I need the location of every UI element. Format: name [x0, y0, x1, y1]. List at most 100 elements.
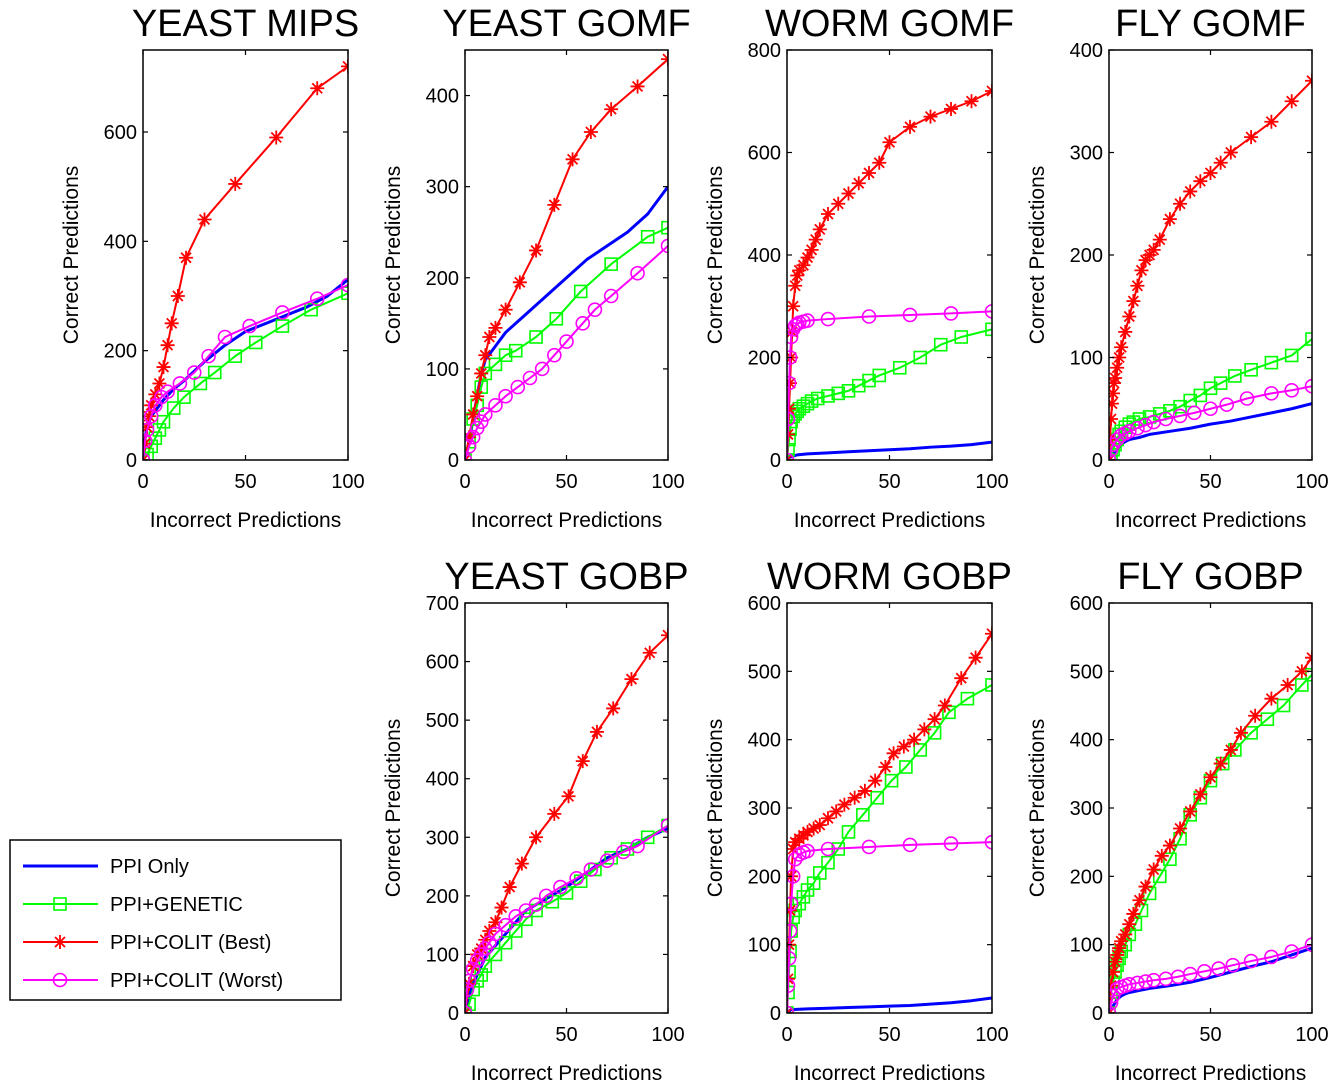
data-point-marker [787, 376, 798, 391]
legend-marker [52, 972, 68, 988]
data-point-marker [172, 376, 188, 391]
data-point-marker [1172, 408, 1188, 424]
y-tick-label: 200 [104, 341, 137, 363]
data-point-marker [465, 982, 475, 997]
series-ppi-colit-worst [1109, 378, 1312, 460]
data-point-marker [156, 360, 171, 375]
data-point-marker [1203, 381, 1218, 396]
x-tick-label: 0 [459, 1024, 470, 1046]
data-point-marker [806, 821, 821, 836]
data-point-marker [872, 368, 887, 383]
data-point-marker [1248, 708, 1263, 723]
y-tick-label: 300 [1070, 143, 1103, 165]
x-tick-label: 50 [234, 471, 256, 493]
data-point-marker [304, 302, 318, 317]
data-point-marker [1122, 309, 1137, 324]
series-line [465, 245, 668, 460]
data-point-marker [152, 376, 167, 391]
series-line [787, 684, 992, 1013]
data-point-marker [856, 808, 870, 822]
data-point-marker [1182, 966, 1198, 982]
data-point-marker [624, 672, 639, 687]
series-ppi-colit-best [1109, 73, 1312, 460]
legend-entry-ppi-colit-best: PPI+COLIT (Best) [23, 932, 271, 954]
y-tick-label: 300 [1070, 798, 1103, 820]
data-point-marker [179, 250, 194, 265]
data-point-marker [800, 313, 815, 328]
data-point-marker [1138, 974, 1153, 989]
data-point-marker [340, 277, 348, 293]
data-point-marker [1122, 423, 1137, 439]
data-point-marker [160, 384, 175, 399]
x-tick-label: 0 [459, 471, 470, 493]
series-line [787, 841, 992, 1013]
y-tick-label: 400 [748, 730, 781, 752]
data-point-marker [193, 376, 208, 391]
data-point-marker [1138, 417, 1153, 433]
data-point-marker [144, 398, 159, 413]
data-point-marker [862, 373, 876, 388]
data-point-marker [465, 961, 481, 977]
series-ppi-colit-worst [787, 304, 992, 460]
data-point-marker [960, 691, 975, 706]
data-point-marker [478, 348, 493, 363]
plot-area [787, 626, 992, 1013]
data-point-marker [1186, 405, 1202, 421]
data-point-marker [573, 284, 588, 299]
x-tick-label: 0 [1103, 1024, 1114, 1046]
subplot-yeast-mips: YEAST MIPS 0 50 100 0 200 400 600 Incorrect Pred… [60, 3, 365, 532]
data-point-marker [968, 650, 983, 665]
data-point-marker [207, 365, 222, 380]
data-point-marker [851, 176, 866, 191]
data-point-marker [620, 842, 635, 856]
x-tick-label: 50 [555, 1024, 577, 1046]
data-point-marker [878, 760, 893, 774]
data-point-marker [1152, 232, 1167, 247]
data-point-marker [269, 130, 284, 145]
data-point-marker [847, 790, 862, 805]
y-axis-label: Correct Predictions [382, 166, 405, 345]
data-point-marker [1264, 949, 1279, 965]
data-point-marker [1244, 130, 1259, 145]
series-line [787, 996, 992, 1013]
data-point-marker [899, 760, 913, 774]
data-point-marker [466, 407, 481, 422]
data-point-marker [796, 258, 811, 273]
data-point-marker [1193, 787, 1208, 802]
y-tick-label: 200 [1070, 245, 1103, 267]
data-point-marker [1280, 678, 1295, 692]
data-point-marker [804, 242, 819, 257]
data-point-marker [1183, 393, 1197, 408]
data-point-marker [821, 811, 835, 826]
data-point-marker [156, 414, 171, 429]
data-point-marker [512, 275, 527, 290]
data-point-marker [1154, 848, 1169, 863]
data-point-marker [821, 389, 835, 403]
data-point-marker [787, 842, 801, 856]
axes-frame [1108, 602, 1313, 1014]
data-point-marker [170, 289, 185, 303]
legend-entry-ppi-colit-worst: PPI+COLIT (Worst) [23, 970, 283, 992]
chart-title: YEAST GOMF [442, 3, 690, 45]
data-point-marker [1305, 332, 1312, 346]
data-point-marker [1276, 698, 1291, 713]
data-point-marker [1109, 376, 1122, 391]
data-point-marker [498, 302, 513, 317]
y-tick-label: 100 [426, 944, 459, 966]
x-axis-label: Incorrect Predictions [1115, 509, 1306, 532]
data-point-marker [943, 836, 959, 851]
data-point-marker [1284, 382, 1299, 398]
data-point-marker [1109, 371, 1123, 385]
data-point-marker [488, 926, 503, 942]
data-point-marker [1146, 862, 1161, 877]
data-point-marker [164, 316, 179, 331]
data-point-marker [892, 360, 907, 375]
data-point-marker [1304, 937, 1312, 952]
y-tick-label: 700 [426, 593, 459, 615]
data-point-marker [1114, 934, 1129, 949]
data-point-marker [488, 915, 503, 930]
data-point-marker [1225, 957, 1241, 973]
data-point-marker [831, 386, 846, 401]
axes-frame [464, 602, 669, 1014]
data-point-marker [954, 671, 969, 686]
